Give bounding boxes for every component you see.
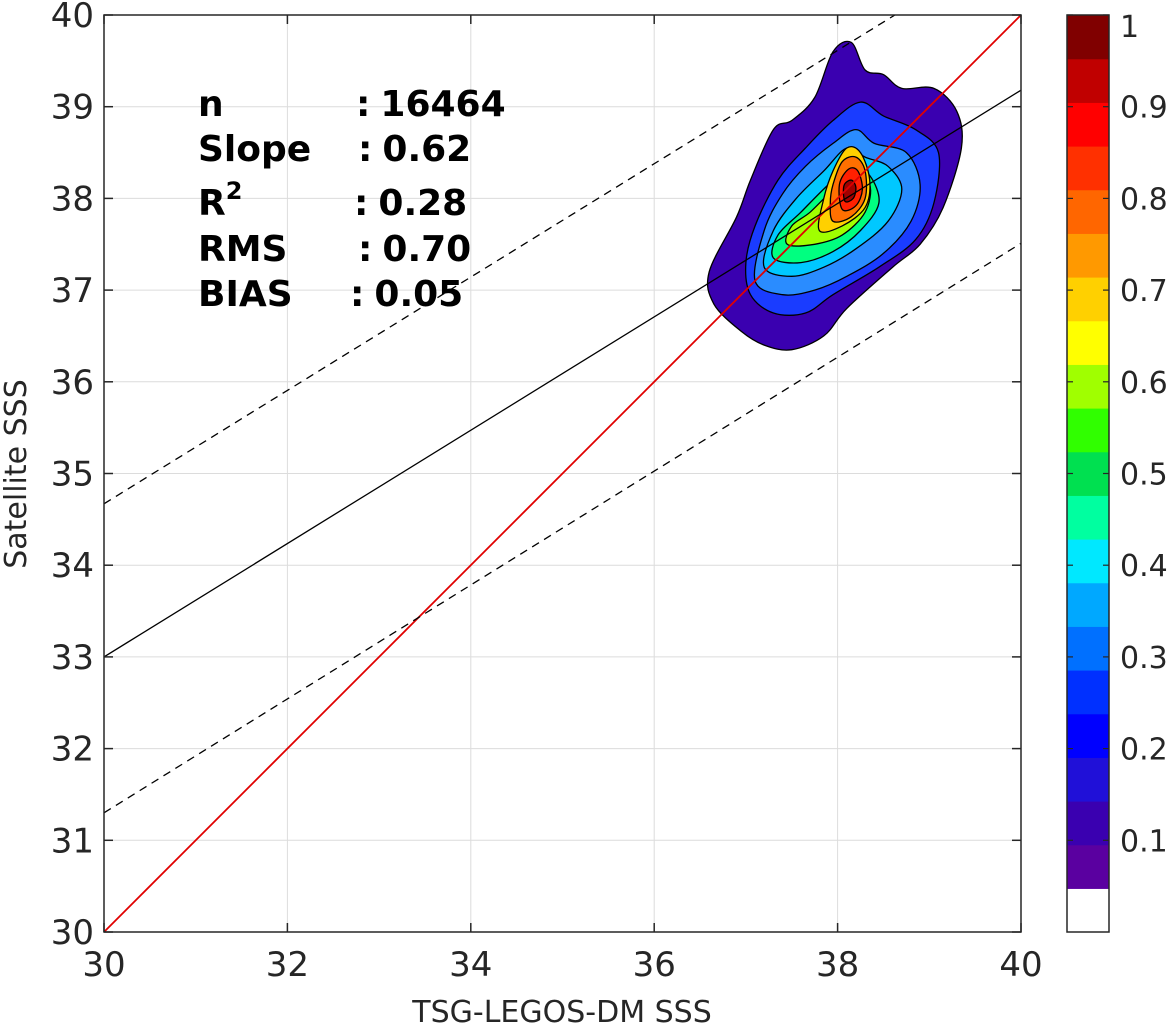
stat-label: RMS: [198, 229, 287, 270]
colorbar-segment: [1067, 539, 1109, 584]
colorbar-tick-label: 0.8: [1120, 182, 1168, 217]
statistics-box: n:16464Slope:0.62R2:0.28RMS:0.70BIAS:0.0…: [198, 84, 506, 315]
stat-value: :0.70: [358, 229, 471, 270]
x-tick-label: 36: [633, 945, 676, 985]
stat-label: R2: [198, 177, 242, 224]
stat-label-text: n: [198, 84, 224, 125]
colorbar-tick-label: 0.7: [1120, 274, 1168, 309]
y-tick-label: 31: [51, 821, 94, 861]
x-tick-label: 34: [449, 945, 492, 985]
stat-value: :0.28: [354, 183, 467, 224]
stat-separator: :: [358, 129, 372, 170]
y-tick-label: 38: [51, 179, 94, 219]
stat-label-superscript: 2: [226, 177, 243, 205]
upper-bound-line: [104, 15, 897, 505]
y-tick-label: 30: [51, 913, 94, 953]
stat-value-text: 16464: [380, 84, 505, 125]
colorbar-tick-label: 0.4: [1120, 549, 1168, 584]
colorbar-segment: [1067, 757, 1109, 802]
x-tick-label: 30: [82, 945, 125, 985]
colorbar-tick-label: 1: [1120, 10, 1139, 45]
colorbar-segment: [1067, 189, 1109, 234]
x-tick-label: 40: [999, 945, 1042, 985]
colorbar-segment: [1067, 320, 1109, 365]
y-tick-label: 33: [51, 638, 94, 678]
stat-separator: :: [354, 183, 368, 224]
colorbar-segment: [1067, 102, 1109, 147]
stat-label-text: R: [198, 183, 226, 224]
lower-bound-line: [104, 242, 1021, 814]
x-tick-label: 38: [816, 945, 859, 985]
stat-value: :16464: [356, 84, 506, 125]
stat-value-text: 0.70: [382, 229, 471, 270]
stat-label: n: [198, 84, 224, 125]
colorbar-segment: [1067, 408, 1109, 453]
stat-separator: :: [356, 84, 370, 125]
colorbar-segment: [1067, 713, 1109, 758]
stat-value: :0.62: [358, 129, 471, 170]
y-tick-label: 36: [51, 363, 94, 403]
stat-label-text: RMS: [198, 229, 287, 270]
colorbar-segment: [1067, 233, 1109, 278]
grid: [103, 14, 1022, 933]
colorbar-tick-label: 0.6: [1120, 366, 1168, 401]
colorbar-segment: [1067, 582, 1109, 627]
colorbar-tick-label: 0.9: [1120, 91, 1168, 126]
y-tick-label: 35: [51, 455, 94, 495]
colorbar-segment: [1067, 451, 1109, 496]
y-tick-label: 32: [51, 730, 94, 770]
stat-label: BIAS: [198, 274, 293, 315]
stat-label-text: BIAS: [198, 274, 293, 315]
colorbar-tick-label: 0.5: [1120, 458, 1168, 493]
stat-value-text: 0.62: [382, 129, 471, 170]
stat-label: Slope: [198, 129, 311, 170]
stat-value: :0.05: [350, 274, 463, 315]
y-tick-label: 40: [51, 0, 94, 36]
colorbar-tick-label: 0.3: [1120, 641, 1168, 676]
axis-ticks: 30 32 34 36 38 40 30 31 32 33 34 35 36 37 38 39 40: [51, 0, 1043, 985]
colorbar-segment: [1067, 626, 1109, 671]
reference-lines: [104, 15, 1021, 932]
colorbar-segment: [1067, 58, 1109, 103]
colorbar-segment: [1067, 844, 1109, 889]
y-axis-label: Satellite SSS: [0, 379, 34, 569]
stat-separator: :: [350, 274, 364, 315]
one-to-one-line: [104, 15, 1021, 932]
stat-label-text: Slope: [198, 129, 311, 170]
colorbar-segment: [1067, 146, 1109, 191]
regression-line: [104, 89, 1021, 658]
x-axis-label: TSG-LEGOS-DM SSS: [411, 995, 712, 1028]
y-tick-label: 37: [51, 271, 94, 311]
stat-separator: :: [358, 229, 372, 270]
stat-value-text: 0.28: [378, 183, 467, 224]
colorbar-segment: [1067, 495, 1109, 540]
colorbar-segment: [1067, 364, 1109, 409]
colorbar-tick-label: 0.1: [1120, 824, 1168, 859]
y-tick-label: 34: [51, 546, 94, 586]
x-tick-label: 32: [266, 945, 309, 985]
colorbar-segment: [1067, 888, 1109, 933]
colorbar-segment: [1067, 277, 1109, 322]
stat-value-text: 0.05: [374, 274, 463, 315]
colorbar-segment: [1067, 15, 1109, 60]
colorbar-segment: [1067, 801, 1109, 846]
y-tick-label: 39: [51, 88, 94, 128]
colorbar-tick-label: 0.2: [1120, 733, 1168, 768]
colorbar: 0.1 0.2 0.3 0.4 0.5 0.6 0.7 0.8 0.9 1: [1066, 10, 1168, 933]
colorbar-segment: [1067, 670, 1109, 715]
